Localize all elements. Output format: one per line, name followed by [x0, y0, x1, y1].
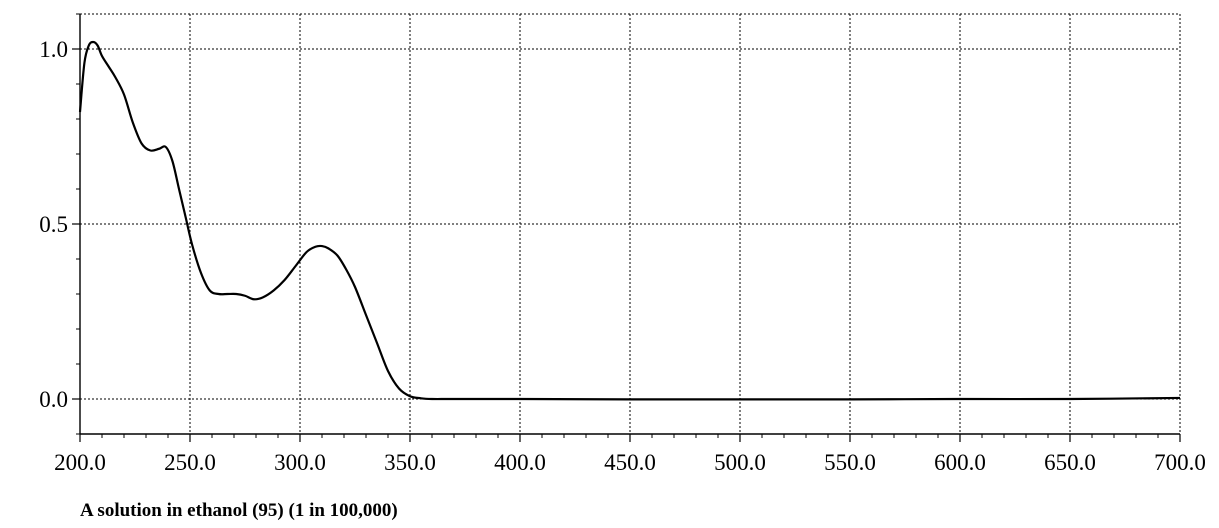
series-group: [78, 40, 1181, 401]
x-tick-label: 550.0: [824, 450, 876, 475]
x-tick-label: 600.0: [934, 450, 986, 475]
chart-caption: A solution in ethanol (95) (1 in 100,000…: [80, 500, 398, 521]
x-tick-label: 700.0: [1154, 450, 1206, 475]
x-tick-label: 300.0: [274, 450, 326, 475]
tick-labels: 200.0 250.0 300.0 350.0 400.0 450.0 500.0 550.0…: [39, 37, 1206, 475]
x-tick-label: 350.0: [384, 450, 436, 475]
y-tick-label: 0.0: [39, 387, 68, 412]
grid-lines: [80, 14, 1180, 434]
y-tick-label: 0.5: [39, 212, 68, 237]
x-tick-label: 400.0: [494, 450, 546, 475]
plot-frame: [79, 13, 1181, 435]
x-tick-label: 500.0: [714, 450, 766, 475]
y-tick-label: 1.0: [39, 37, 68, 62]
series-line: [78, 40, 1181, 401]
x-tick-label: 450.0: [604, 450, 656, 475]
x-tick-label: 200.0: [54, 450, 106, 475]
axis-ticks: [72, 13, 1181, 442]
x-tick-label: 650.0: [1044, 450, 1096, 475]
x-tick-label: 250.0: [164, 450, 216, 475]
